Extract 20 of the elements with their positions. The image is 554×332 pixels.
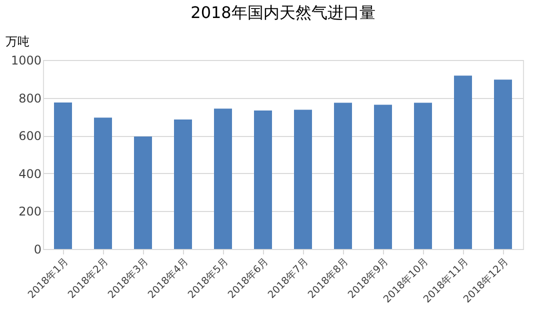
bar <box>94 118 112 249</box>
bar <box>294 110 312 249</box>
bar <box>134 136 152 249</box>
bar <box>174 120 192 249</box>
y-tick-label: 600 <box>18 129 42 144</box>
y-tick-label: 200 <box>18 204 42 219</box>
y-tick-label: 800 <box>18 91 42 106</box>
bar <box>214 108 232 249</box>
bar <box>414 102 432 249</box>
y-tick-label: 1000 <box>10 54 42 68</box>
bar <box>374 104 392 249</box>
chart-title: 2018年国内天然气进口量 <box>190 3 376 22</box>
y-tick-label: 400 <box>18 166 42 181</box>
bar <box>454 76 472 249</box>
bar <box>54 102 72 249</box>
y-axis-title: 万吨 <box>6 34 30 48</box>
bar <box>494 80 512 249</box>
bar <box>334 102 352 249</box>
bar <box>254 110 272 249</box>
y-tick-label: 0 <box>34 242 42 256</box>
